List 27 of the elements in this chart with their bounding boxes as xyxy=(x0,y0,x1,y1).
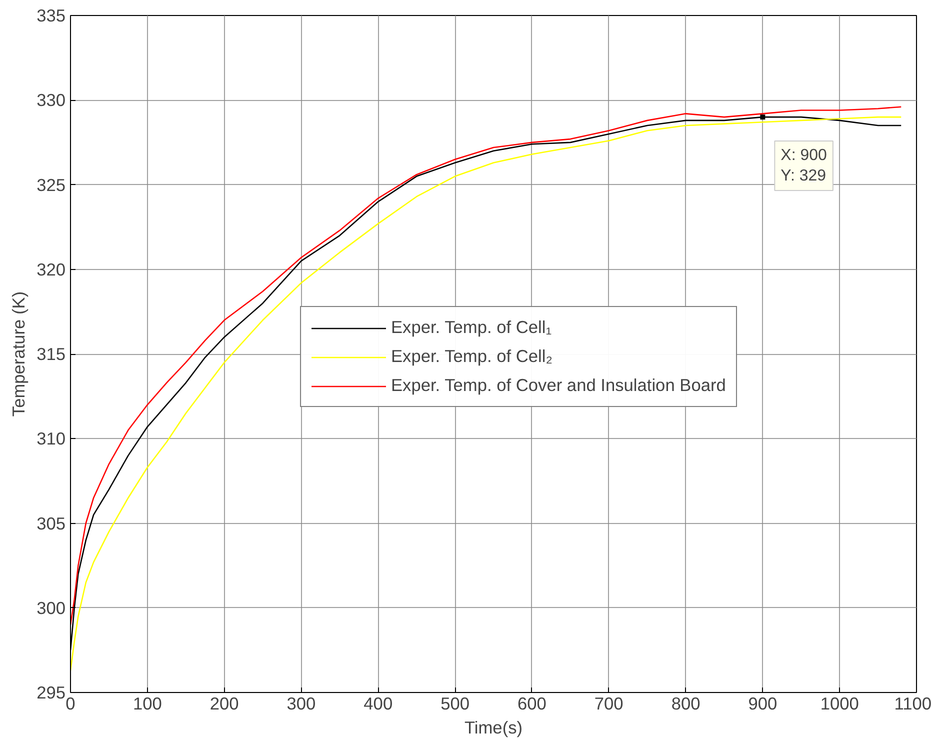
x-tick-label: 500 xyxy=(440,694,470,714)
x-tick-label: 600 xyxy=(518,694,546,714)
y-tick-label: 325 xyxy=(36,174,66,195)
x-tick-label: 900 xyxy=(748,694,778,714)
y-axis-title: Temperature (K) xyxy=(8,291,29,417)
x-tick-label: 0 xyxy=(66,694,76,714)
x-tick-label: 100 xyxy=(132,694,162,714)
x-tick-label: 1000 xyxy=(820,694,859,714)
y-tick-label: 320 xyxy=(36,259,66,280)
y-tick-label: 295 xyxy=(36,682,66,702)
legend-label: Exper. Temp. of Cell₂ xyxy=(391,346,552,367)
x-tick-label: 400 xyxy=(364,694,393,714)
y-tick-label: 315 xyxy=(36,344,66,364)
legend-label: Exper. Temp. of Cover and Insulation Board xyxy=(391,375,726,396)
legend-label: Exper. Temp. of Cell₁ xyxy=(391,317,552,338)
y-tick-label: 305 xyxy=(36,513,66,534)
x-tick-label: 300 xyxy=(286,694,316,714)
x-axis-title: Time(s) xyxy=(464,718,523,738)
x-tick-label: 1100 xyxy=(894,694,931,714)
y-tick-label: 335 xyxy=(36,6,66,26)
annotation: X: 900 Y: 329 xyxy=(780,147,828,184)
x-tick-label: 700 xyxy=(594,694,624,714)
y-tick-label: 300 xyxy=(36,598,66,618)
x-tick-label: 200 xyxy=(210,694,239,714)
y-tick-label: 330 xyxy=(36,90,66,110)
x-tick-label: 800 xyxy=(671,694,700,714)
y-tick-label: 310 xyxy=(36,428,66,449)
